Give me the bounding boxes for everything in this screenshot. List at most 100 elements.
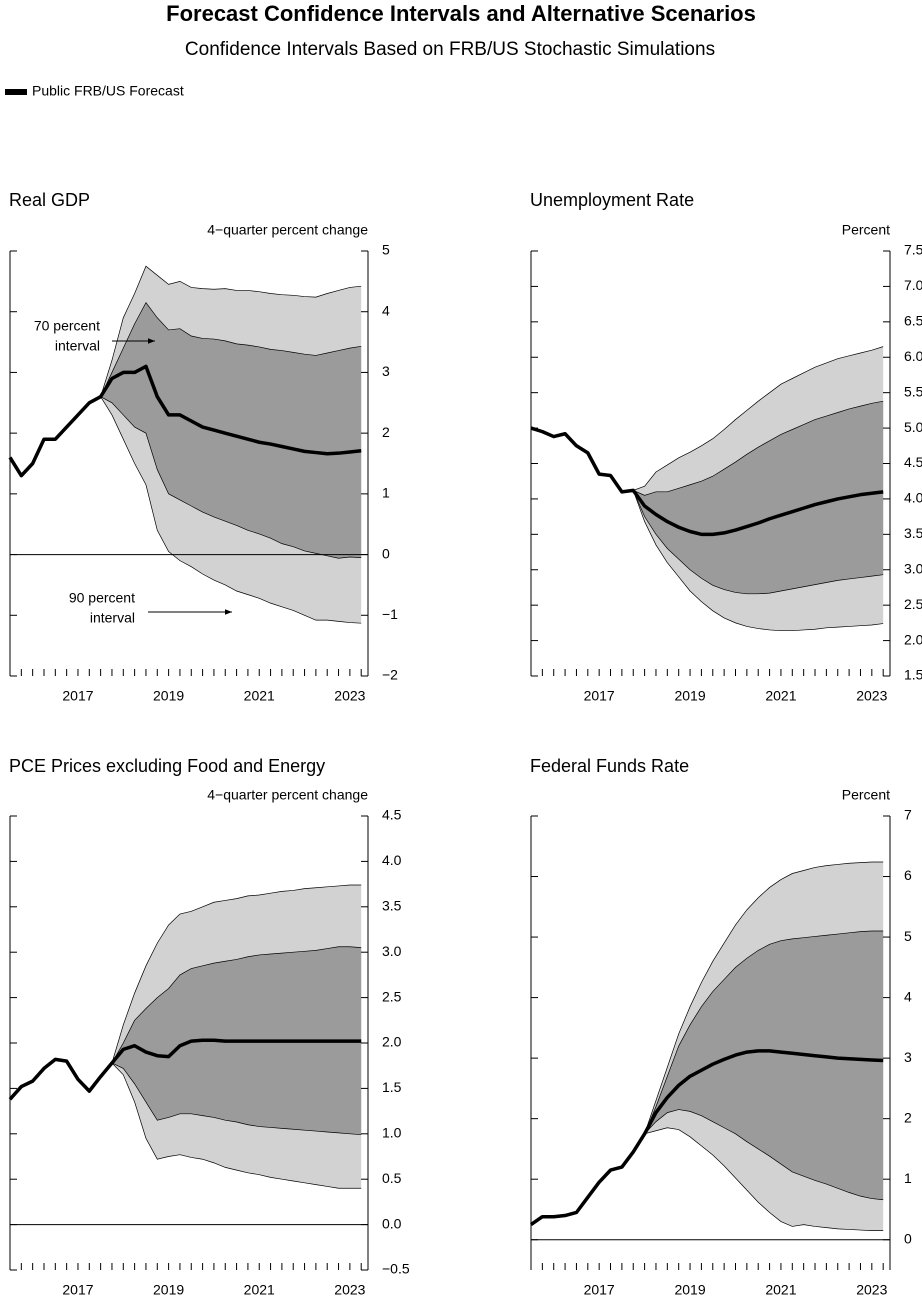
x-tick-label: 2021 — [765, 688, 796, 704]
x-tick-label: 2019 — [674, 1282, 705, 1298]
x-tick-label: 2017 — [584, 1282, 615, 1298]
y-axis-label: Percent — [842, 222, 890, 238]
y-tick-label: 2 — [904, 1109, 912, 1125]
y-tick-label: 3 — [382, 363, 390, 379]
x-tick-label: 2023 — [334, 688, 365, 704]
x-tick-label: 2023 — [856, 1282, 887, 1298]
annotation: 90 percent — [69, 590, 135, 606]
annotation: interval — [90, 610, 135, 626]
y-axis-label: Percent — [842, 787, 890, 803]
y-axis-label: 4−quarter percent change — [207, 787, 368, 803]
y-tick-label: −2 — [382, 667, 398, 683]
y-tick-label: 6.0 — [904, 348, 922, 364]
y-tick-label: 0.0 — [382, 1215, 402, 1231]
band-edge — [632, 490, 884, 632]
y-tick-label: 4.5 — [904, 454, 922, 470]
page-subtitle: Confidence Intervals Based on FRB/US Sto… — [185, 39, 715, 60]
chart-panel: Unemployment Rate Percent 1.5 2.0 2.5 3.0 3.5 4… — [530, 190, 922, 704]
band-edge — [100, 265, 362, 397]
confidence-band — [100, 302, 362, 559]
confidence-band — [644, 931, 884, 1200]
x-tick-label: 2017 — [62, 1282, 93, 1298]
y-tick-label: 3.5 — [904, 525, 922, 541]
chart-panel: Federal Funds Rate Percent 0 1 2 3 4 5 6 7 2017 201… — [530, 756, 912, 1298]
band-edge — [111, 884, 362, 1064]
y-tick-label: 1.5 — [382, 1079, 402, 1095]
y-tick-label: 2.0 — [382, 1034, 402, 1050]
y-tick-label: 7.5 — [904, 242, 922, 258]
confidence-band — [633, 401, 884, 594]
y-tick-label: 0 — [382, 545, 390, 561]
x-tick-label: 2019 — [674, 688, 705, 704]
annotation: 70 percent — [34, 318, 100, 334]
y-tick-label: 5.0 — [904, 419, 922, 435]
band-edge — [100, 396, 362, 559]
x-tick-label: 2017 — [584, 688, 615, 704]
annotation: interval — [55, 338, 100, 354]
band-edge — [644, 861, 884, 1134]
forecast-line — [530, 1049, 884, 1227]
y-tick-label: 2.0 — [904, 631, 922, 647]
panel-title: PCE Prices excluding Food and Energy — [9, 756, 325, 776]
y-tick-label: 4 — [904, 988, 912, 1004]
x-tick-label: 2023 — [856, 688, 887, 704]
band-edge — [633, 400, 884, 496]
y-tick-label: 3.0 — [904, 560, 922, 576]
y-tick-label: 5 — [382, 242, 390, 258]
y-tick-label: 1 — [382, 485, 390, 501]
chart-panel: Real GDP 4−quarter percent change −2 −1 0 1 2 3… — [8, 190, 398, 704]
y-tick-label: −1 — [382, 606, 398, 622]
y-tick-label: 2.5 — [904, 596, 922, 612]
panel-title: Real GDP — [9, 190, 90, 210]
y-tick-label: 6.5 — [904, 313, 922, 329]
x-tick-label: 2023 — [334, 1282, 365, 1298]
band-edge — [644, 1127, 884, 1231]
band-edge — [644, 1109, 884, 1201]
x-tick-label: 2021 — [244, 688, 275, 704]
y-tick-label: 6 — [904, 867, 912, 883]
y-tick-label: 4.5 — [382, 807, 402, 823]
y-tick-label: 2 — [382, 424, 390, 440]
x-tick-label: 2021 — [765, 1282, 796, 1298]
y-tick-label: 1.0 — [382, 1125, 402, 1141]
y-tick-label: 4.0 — [904, 490, 922, 506]
y-tick-label: 3 — [904, 1049, 912, 1065]
forecast-line — [8, 1038, 362, 1101]
forecast-line — [530, 426, 884, 537]
y-tick-label: 3.0 — [382, 943, 402, 959]
y-tick-label: 1.5 — [904, 667, 922, 683]
y-tick-label: 5 — [904, 928, 912, 944]
legend: Public FRB/US Forecast — [5, 83, 184, 99]
chart-panel: PCE Prices excluding Food and Energy 4−qu… — [8, 756, 410, 1298]
y-tick-label: 7.0 — [904, 277, 922, 293]
panel-title: Federal Funds Rate — [530, 756, 689, 776]
panel-title: Unemployment Rate — [530, 190, 694, 210]
y-tick-label: 0.5 — [382, 1170, 402, 1186]
x-tick-label: 2017 — [62, 688, 93, 704]
band-edge — [111, 1062, 362, 1136]
band-edge — [111, 946, 362, 1064]
page-title: Forecast Confidence Intervals and Altern… — [166, 1, 756, 26]
x-tick-label: 2021 — [244, 1282, 275, 1298]
y-tick-label: 4 — [382, 302, 390, 318]
legend-swatch — [5, 89, 27, 95]
x-tick-label: 2019 — [153, 688, 184, 704]
y-tick-label: −0.5 — [382, 1261, 410, 1277]
legend-label: Public FRB/US Forecast — [32, 83, 184, 99]
band-edge — [644, 930, 884, 1134]
forecast-line — [8, 364, 362, 478]
y-tick-label: 2.5 — [382, 988, 402, 1004]
y-tick-label: 7 — [904, 807, 912, 823]
y-tick-label: 4.0 — [382, 852, 402, 868]
y-tick-label: 1 — [904, 1170, 912, 1186]
y-tick-label: 5.5 — [904, 383, 922, 399]
x-tick-label: 2019 — [153, 1282, 184, 1298]
band-edge — [633, 346, 884, 491]
y-axis-label: 4−quarter percent change — [207, 222, 368, 238]
band-edge — [632, 490, 884, 595]
band-edge — [111, 1062, 362, 1189]
y-tick-label: 0 — [904, 1230, 912, 1246]
band-edge — [100, 301, 362, 397]
